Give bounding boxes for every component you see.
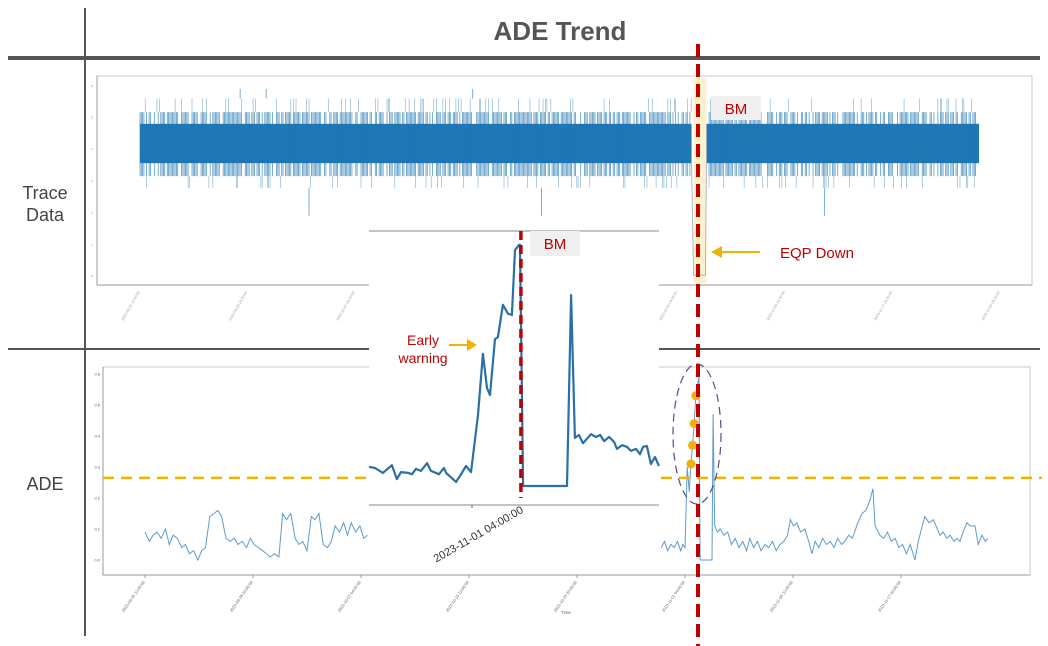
row-label-trace-line1: Trace [22,183,68,203]
trace-ytick-label: 1 [91,242,93,246]
alert-point [686,459,696,469]
arrow-head-icon [467,339,477,351]
trace-ytick-label: 2 [91,211,93,215]
arrow-head-icon [711,246,722,258]
trace-xtick-label: 2023-11-09 12:00:00 [766,291,786,322]
ade-ytick-label: 0.4 [94,434,100,439]
trace-xtick-label: 2023-11-17 20:00:00 [873,291,893,322]
trace-xtick-label: 2023-11-26 04:00:00 [981,291,1001,322]
ade-xlabel: Time [561,610,571,615]
trace-ytick-label: 5 [91,116,93,120]
ade-xtick-label: 2023-11-17 20:00:00 [877,579,903,613]
trace-series [139,88,980,216]
trace-ytick-label: 4 [91,147,93,151]
ade-ytick-label: 0.6 [94,372,100,377]
ade-xtick-label: 2023-10-15 12:00:00 [444,579,470,613]
trace-xtick-label: 2023-09-28 20:00:00 [228,291,248,322]
inset-bm-label: BM [544,236,567,253]
early-warning-label-line1: Early [407,332,439,348]
eqp-down-label: EQP Down [780,245,854,262]
ade-ytick-label: 0.5 [94,403,100,408]
trace-ytick-label: 3 [91,179,93,183]
trace-xtick-label: 2023-11-01 04:00:00 [658,291,678,322]
ade-ytick-label: 0.3 [94,465,100,470]
row-label-trace-data: Trace Data [5,182,85,226]
row-label-ade: ADE [26,474,64,494]
ade-ytick-label: 0.0 [94,558,100,563]
page-title: ADE Trend [493,16,627,46]
ade-series-line [144,509,368,562]
inset-bm-label-box [530,231,580,256]
ade-xtick-label: 2023-10-23 20:00:00 [552,579,578,613]
ade-xtick-label: 2023-10-07 04:00:00 [336,579,362,613]
inset-series-line [368,243,661,488]
bm-label: BM [725,101,748,118]
trace-ytick-label: 6 [91,84,93,88]
trace-xtick-label: 2023-10-07 04:00:00 [336,291,356,322]
bm-label-box [711,96,761,120]
trace-ytick-label: 0 [91,274,93,278]
ade-ytick-label: 0.2 [94,496,100,501]
ade-xtick-label: 2023-11-01 04:00:00 [661,579,687,613]
ade-ytick-label: 0.1 [94,527,100,532]
alert-point [688,440,698,450]
row-label-trace-line2: Data [25,205,65,225]
early-warning-label-line2: warning [397,350,447,366]
ade-xtick-label: 2023-11-09 12:00:00 [769,579,795,613]
ade-xtick-label: 2023-09-20 12:00:00 [120,579,146,613]
ade-xtick-label: 2023-09-28 20:00:00 [228,579,254,613]
trace-xtick-label: 2023-09-20 12:00:00 [121,291,141,322]
